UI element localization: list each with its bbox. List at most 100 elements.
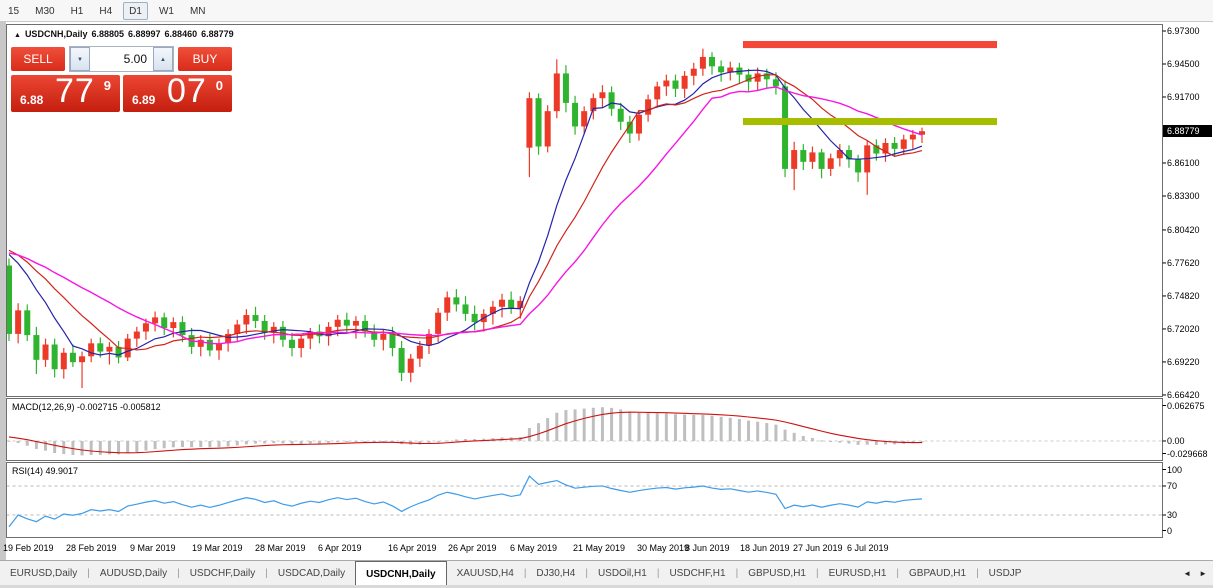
bear-candle: [115, 346, 122, 358]
timeframe-button-w1[interactable]: W1: [158, 6, 174, 17]
macd-histogram-bar: [53, 441, 57, 454]
sell-price-box[interactable]: 6.88 77 9: [11, 75, 120, 112]
tab-separator: |: [815, 567, 819, 579]
support-level-bar[interactable]: [743, 117, 997, 126]
price-axis-label: 6.66420: [1167, 389, 1200, 400]
chart-tab-usdchf-daily[interactable]: USDCHF,Daily: [189, 567, 256, 579]
bull-candle: [152, 317, 159, 324]
rsi-axis-label: 100: [1167, 464, 1183, 475]
bull-candle: [900, 139, 907, 149]
macd-histogram-bar: [600, 407, 604, 441]
chart-tab-eurusd-daily[interactable]: EURUSD,Daily: [10, 567, 78, 579]
volume-decrease-icon[interactable]: ▼: [70, 47, 90, 71]
macd-histogram-bar: [336, 441, 340, 443]
tab-scroll-left-icon[interactable]: ◄: [1183, 568, 1192, 578]
bull-candle: [298, 338, 305, 349]
volume-input[interactable]: 5.00: [123, 52, 147, 66]
date-axis-label: 6 Jul 2019: [847, 543, 889, 553]
macd-histogram-bar: [454, 439, 458, 441]
rsi-indicator-label: RSI(14) 49.9017: [12, 466, 79, 476]
one-click-trade-panel: SELL ▼ 5.00 ▲ BUY 6.88 77 9 6.89 07 0: [11, 46, 232, 112]
macd-histogram-bar: [226, 441, 230, 447]
bull-candle: [407, 358, 414, 373]
bull-candle: [489, 306, 496, 314]
macd-histogram-bar: [299, 441, 303, 444]
timeframe-button-mn[interactable]: MN: [189, 6, 206, 17]
chart-tab-usdoil-h1[interactable]: USDOil,H1: [597, 567, 647, 579]
chart-tab-xauusd-h4[interactable]: XAUUSD,H4: [456, 567, 514, 579]
buy-price-box[interactable]: 6.89 07 0: [123, 75, 232, 112]
macd-histogram-bar: [737, 419, 741, 441]
bear-candle: [572, 102, 579, 127]
chart-tab-gbpaud-h1[interactable]: GBPAUD,H1: [909, 567, 967, 579]
macd-histogram-bar: [865, 441, 869, 445]
bear-candle: [626, 121, 633, 134]
macd-histogram-bar: [664, 413, 668, 441]
macd-histogram-bar: [7, 440, 11, 442]
tab-separator: |: [896, 567, 899, 579]
bull-candle: [106, 346, 113, 352]
timeframe-button-d1[interactable]: D1: [123, 2, 148, 20]
bear-candle: [362, 320, 369, 332]
bull-candle: [352, 320, 359, 326]
sell-button[interactable]: SELL: [11, 47, 65, 71]
macd-histogram-bar: [308, 441, 312, 444]
chart-tab-usdchf-h1[interactable]: USDCHF,H1: [669, 567, 726, 579]
collapse-panel-icon[interactable]: ▲: [14, 32, 21, 39]
bear-candle: [763, 73, 770, 80]
macd-histogram-bar: [427, 441, 431, 444]
date-axis-label: 18 Jun 2019: [740, 543, 790, 553]
bull-candle: [197, 339, 204, 347]
volume-spinner: ▼ 5.00 ▲: [69, 46, 174, 72]
volume-increase-icon[interactable]: ▲: [153, 47, 173, 71]
bull-candle: [909, 134, 916, 140]
chart-tab-audusd-daily[interactable]: AUDUSD,Daily: [99, 567, 168, 579]
timeframe-button-h4[interactable]: H4: [99, 6, 113, 17]
bull-candle: [79, 356, 86, 363]
chart-tab-usdcnh-daily[interactable]: USDCNH,Daily: [355, 560, 447, 586]
bull-candle: [599, 92, 606, 99]
bear-candle: [672, 80, 679, 89]
bear-candle: [508, 299, 515, 308]
moving-averages: [8, 69, 923, 356]
macd-histogram-bar: [363, 441, 367, 442]
price-axis-label: 6.74820: [1167, 290, 1200, 301]
buy-button[interactable]: BUY: [178, 47, 232, 71]
bear-candle: [891, 142, 898, 149]
date-axis-label: 8 Jun 2019: [685, 543, 730, 553]
bear-candle: [69, 352, 76, 363]
chart-tab-usdjp[interactable]: USDJP: [988, 567, 1022, 579]
macd-histogram-bar: [710, 415, 714, 441]
macd-histogram-bar: [345, 441, 349, 442]
macd-indicator-label: MACD(12,26,9) -0.002715 -0.005812: [12, 402, 161, 412]
chart-tab-eurusd-h1[interactable]: EURUSD,H1: [828, 567, 887, 579]
bear-candle: [800, 150, 807, 162]
date-axis-label: 26 Apr 2019: [448, 543, 497, 553]
tab-scroll-right-icon[interactable]: ►: [1199, 568, 1207, 578]
bull-candle: [133, 331, 140, 339]
timeframe-button-m30[interactable]: M30: [35, 6, 55, 17]
macd-axis-label: 0.00: [1167, 436, 1185, 446]
chart-tab-dj30-h4[interactable]: DJ30,H4: [536, 567, 576, 579]
macd-histogram-bar: [464, 438, 467, 441]
macd-histogram-bar: [80, 441, 84, 456]
window-left-edge: [0, 22, 6, 588]
bear-candle: [462, 304, 469, 314]
bear-candle: [261, 320, 268, 333]
macd-histogram-bar: [418, 441, 422, 445]
timeframe-button-h1[interactable]: H1: [70, 6, 84, 17]
chart-tab-usdcad-daily[interactable]: USDCAD,Daily: [277, 567, 346, 579]
macd-histogram-bar: [25, 441, 29, 446]
bear-candle: [855, 159, 862, 173]
resistance-level-bar[interactable]: [743, 41, 997, 49]
price-axis-label: 6.80420: [1167, 224, 1200, 235]
macd-histogram-bar: [235, 441, 239, 446]
bear-candle: [33, 335, 40, 360]
macd-plot: [7, 407, 924, 456]
chart-tab-gbpusd-h1[interactable]: GBPUSD,H1: [748, 567, 806, 579]
macd-histogram-bar: [190, 441, 194, 448]
bull-candle: [142, 323, 149, 332]
bear-candle: [398, 348, 405, 373]
timeframe-button-15[interactable]: 15: [8, 6, 20, 17]
